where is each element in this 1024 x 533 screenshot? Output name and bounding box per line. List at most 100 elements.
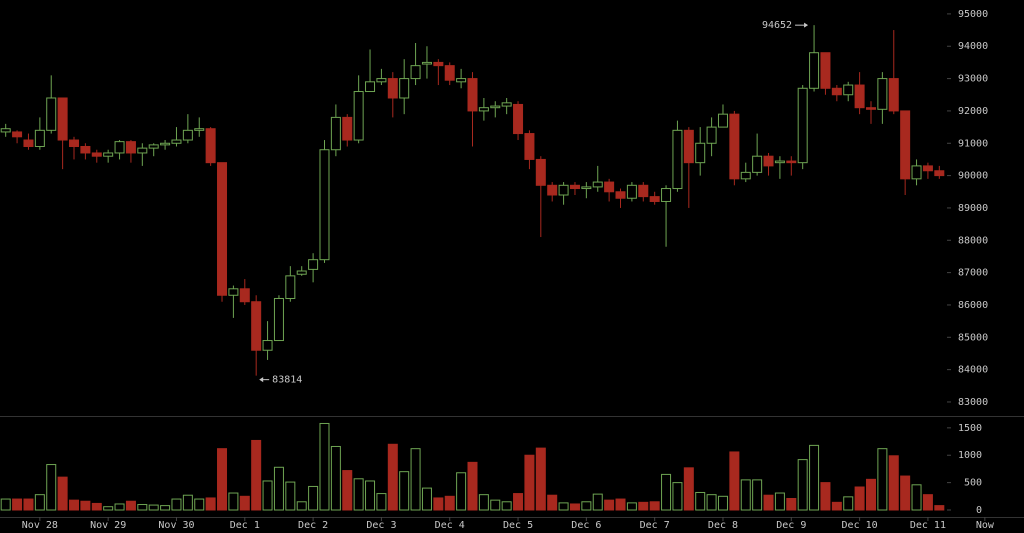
candle-body (239, 288, 250, 303)
volume-bar (752, 479, 763, 511)
y-tick-label: 83000 (958, 397, 988, 408)
candle-body (103, 152, 114, 157)
candle-body (900, 110, 911, 180)
candle-body (444, 65, 455, 81)
candle-body (786, 160, 797, 164)
volume-bar (57, 476, 68, 511)
annotation-label: 83814 (272, 375, 302, 386)
candle-body (330, 116, 341, 151)
volume-bar (421, 487, 432, 511)
volume-bar (900, 475, 911, 511)
volume-bar (262, 480, 273, 511)
candle-body (535, 158, 546, 186)
y-tick-label: 86000 (958, 300, 988, 311)
candle-body (638, 184, 649, 198)
candle-body (478, 107, 489, 112)
volume-y-tick-label: 500 (964, 478, 982, 489)
candle-body (160, 142, 171, 146)
candle-body (251, 301, 262, 351)
volume-bar (672, 482, 683, 511)
volume-bar (80, 500, 91, 511)
candle-body (319, 149, 330, 261)
volume-bar (91, 502, 102, 511)
candle-body (399, 78, 410, 99)
volume-bar (308, 485, 319, 511)
x-tick-label: Dec 11 (910, 520, 946, 531)
volume-bar (854, 486, 865, 511)
volume-bar (444, 495, 455, 511)
volume-bar (182, 494, 193, 511)
volume-bar (217, 448, 228, 511)
candle-body (911, 165, 922, 180)
candle-body (922, 165, 933, 172)
candle-body (797, 87, 808, 164)
volume-bar (763, 494, 774, 511)
volume-bar (228, 492, 239, 511)
volume-bar (353, 478, 364, 511)
candle-body (569, 184, 580, 190)
candle-body (34, 129, 45, 147)
candle-body (752, 155, 763, 173)
candle-body (592, 181, 603, 188)
candle-body (57, 97, 68, 141)
candle-body (661, 188, 672, 202)
candle-body (91, 152, 102, 157)
candle-body (148, 144, 159, 149)
x-tick-label: Nov 29 (90, 520, 126, 531)
volume-bar (888, 455, 899, 511)
y-tick-label: 94000 (958, 41, 988, 52)
x-tick-label: Dec 4 (435, 520, 465, 531)
candle-body (547, 184, 558, 196)
candle-body (740, 171, 751, 180)
candle-body (513, 103, 524, 135)
volume-bar (296, 501, 307, 511)
candle-body (604, 181, 615, 193)
candle-body (877, 78, 888, 110)
candle-body (365, 81, 376, 93)
volume-bar (456, 472, 467, 511)
volume-bar (114, 503, 125, 511)
candle-body (205, 128, 216, 164)
candle-body (456, 78, 467, 83)
annotation-arrowhead (259, 377, 264, 383)
x-tick-label: Dec 9 (776, 520, 806, 531)
candle-body (182, 129, 193, 141)
annotation-label: 94652 (762, 20, 792, 31)
volume-bar (0, 498, 11, 511)
candle-body (820, 52, 831, 89)
candle-body (387, 78, 398, 99)
candle-body (501, 102, 512, 107)
candle-body (729, 113, 740, 180)
x-tick-label: Dec 2 (298, 520, 328, 531)
volume-bar (285, 481, 296, 511)
volume-bar (205, 497, 216, 511)
candle-body (683, 129, 694, 164)
candle-body (376, 78, 387, 83)
volume-y-tick-label: 1000 (958, 450, 982, 461)
x-tick-label: Nov 28 (22, 520, 58, 531)
candle-body (194, 128, 205, 131)
volume-bar (69, 499, 80, 511)
candle-body (114, 141, 125, 154)
volume-bar (399, 471, 410, 511)
candle-body (672, 129, 683, 190)
candle-body (490, 105, 501, 109)
volume-y-tick-label: 1500 (958, 423, 982, 434)
volume-bar (843, 496, 854, 511)
candle-body (217, 162, 228, 296)
volume-bar (125, 500, 136, 511)
volume-y-tick-label: 0 (976, 505, 982, 516)
volume-bar (865, 478, 876, 511)
candle-body (12, 131, 23, 138)
y-tick-label: 85000 (958, 332, 988, 343)
volume-bar (717, 495, 728, 511)
x-tick-label: Now (976, 520, 995, 531)
candle-body (342, 116, 353, 141)
volume-bar (319, 422, 330, 511)
volume-bar (626, 502, 637, 511)
volume-bar (342, 470, 353, 511)
volume-bar (774, 492, 785, 511)
y-tick-label: 91000 (958, 138, 988, 149)
